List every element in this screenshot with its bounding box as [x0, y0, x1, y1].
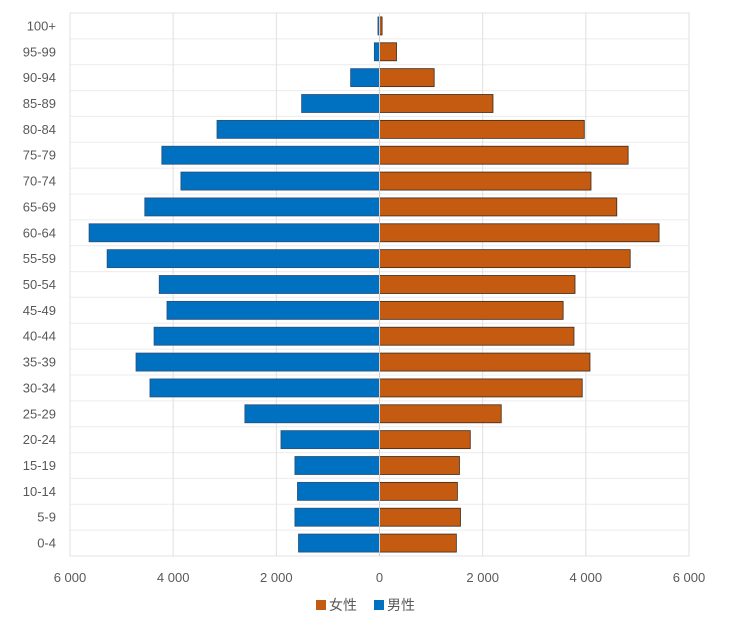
y-tick-label: 100+ [27, 18, 56, 33]
y-tick-label: 90-94 [23, 70, 56, 85]
bar-female-35-39 [379, 352, 591, 372]
bar-male-50-54 [158, 275, 380, 294]
x-tick-label: 6 000 [673, 570, 706, 585]
bar-male-10-14 [297, 481, 380, 501]
y-tick-label: 30-34 [23, 380, 56, 395]
bar-female-15-19 [379, 456, 460, 475]
bar-female-10-14 [379, 481, 458, 501]
bar-male-80-84 [216, 119, 380, 139]
y-tick-label: 75-79 [23, 148, 56, 163]
x-tick-label: 2 000 [466, 570, 499, 585]
x-tick-label: 2 000 [260, 570, 293, 585]
y-tick-label: 80-84 [23, 122, 56, 137]
y-tick-label: 35-39 [23, 355, 56, 370]
bar-female-20-24 [379, 430, 471, 450]
bar-male-25-29 [244, 404, 380, 424]
bar-male-45-49 [166, 300, 380, 320]
y-tick-label: 70-74 [23, 174, 56, 189]
y-tick-label: 45-49 [23, 303, 56, 318]
y-tick-label: 95-99 [23, 44, 56, 59]
bar-male-20-24 [280, 430, 380, 450]
bar-female-85-89 [379, 94, 494, 113]
x-tick-label: 4 000 [570, 570, 603, 585]
y-tick-label: 15-19 [23, 458, 56, 473]
y-tick-label: 20-24 [23, 432, 56, 447]
y-tick-label: 60-64 [23, 225, 56, 240]
y-tick-label: 25-29 [23, 406, 56, 421]
bar-female-55-59 [379, 249, 631, 269]
bar-male-90-94 [350, 68, 380, 88]
bar-male-15-19 [294, 456, 380, 475]
bar-female-25-29 [379, 404, 502, 424]
bar-female-75-79 [379, 145, 629, 165]
bar-male-55-59 [106, 249, 380, 269]
legend-swatch-0 [316, 600, 326, 610]
bar-female-40-44 [379, 326, 575, 346]
x-tick-label: 6 000 [54, 570, 87, 585]
bar-female-80-84 [379, 119, 585, 139]
bar-female-0-4 [379, 533, 457, 553]
bar-female-45-49 [379, 300, 564, 320]
legend-label: 男性 [387, 597, 415, 613]
bar-male-35-39 [135, 352, 380, 372]
legend-label: 女性 [329, 597, 357, 613]
bar-female-90-94 [379, 68, 435, 88]
y-tick-label: 65-69 [23, 199, 56, 214]
y-tick-label: 85-89 [23, 96, 56, 111]
bar-female-65-69 [379, 197, 618, 217]
bar-male-85-89 [301, 94, 380, 113]
bar-male-40-44 [153, 326, 380, 346]
bar-male-65-69 [144, 197, 380, 217]
bar-male-70-74 [180, 171, 380, 191]
x-tick-label: 0 [376, 570, 383, 585]
y-tick-label: 10-14 [23, 484, 56, 499]
y-tick-label: 55-59 [23, 251, 56, 266]
bar-male-0-4 [298, 533, 380, 553]
bar-male-95-99 [373, 42, 380, 62]
x-tick-label: 4 000 [157, 570, 190, 585]
bar-female-60-64 [379, 223, 660, 243]
bar-male-30-34 [149, 378, 380, 398]
bar-female-70-74 [379, 171, 592, 191]
legend-swatch-1 [374, 600, 384, 610]
bar-female-95-99 [379, 42, 397, 62]
bar-male-5-9 [294, 507, 380, 527]
y-tick-label: 0-4 [37, 536, 56, 551]
bar-female-30-34 [379, 378, 583, 398]
bar-female-50-54 [379, 275, 576, 294]
bar-female-5-9 [379, 507, 461, 527]
y-tick-label: 40-44 [23, 329, 56, 344]
y-tick-label: 50-54 [23, 277, 56, 292]
bar-male-75-79 [161, 145, 380, 165]
bar-male-60-64 [88, 223, 380, 243]
y-tick-label: 5-9 [37, 510, 56, 525]
